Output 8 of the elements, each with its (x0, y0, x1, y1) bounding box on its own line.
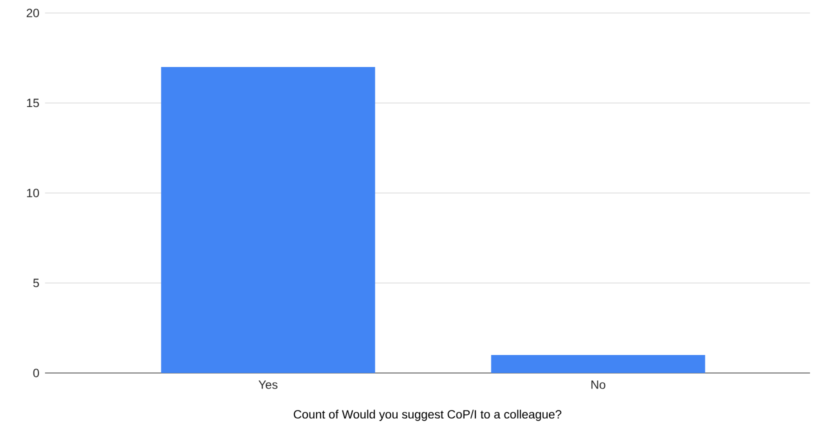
x-tick-label: Yes (258, 380, 278, 389)
y-tick-label: 10 (27, 188, 40, 198)
x-axis-title: Count of Would you suggest CoP/I to a colleague? (294, 410, 562, 421)
y-tick-label: 5 (33, 278, 39, 288)
y-tick-label: 20 (26, 8, 40, 18)
y-tick-label: 0 (33, 368, 40, 378)
x-tick-label: No (591, 380, 606, 389)
y-tick-label: 15 (27, 98, 39, 108)
